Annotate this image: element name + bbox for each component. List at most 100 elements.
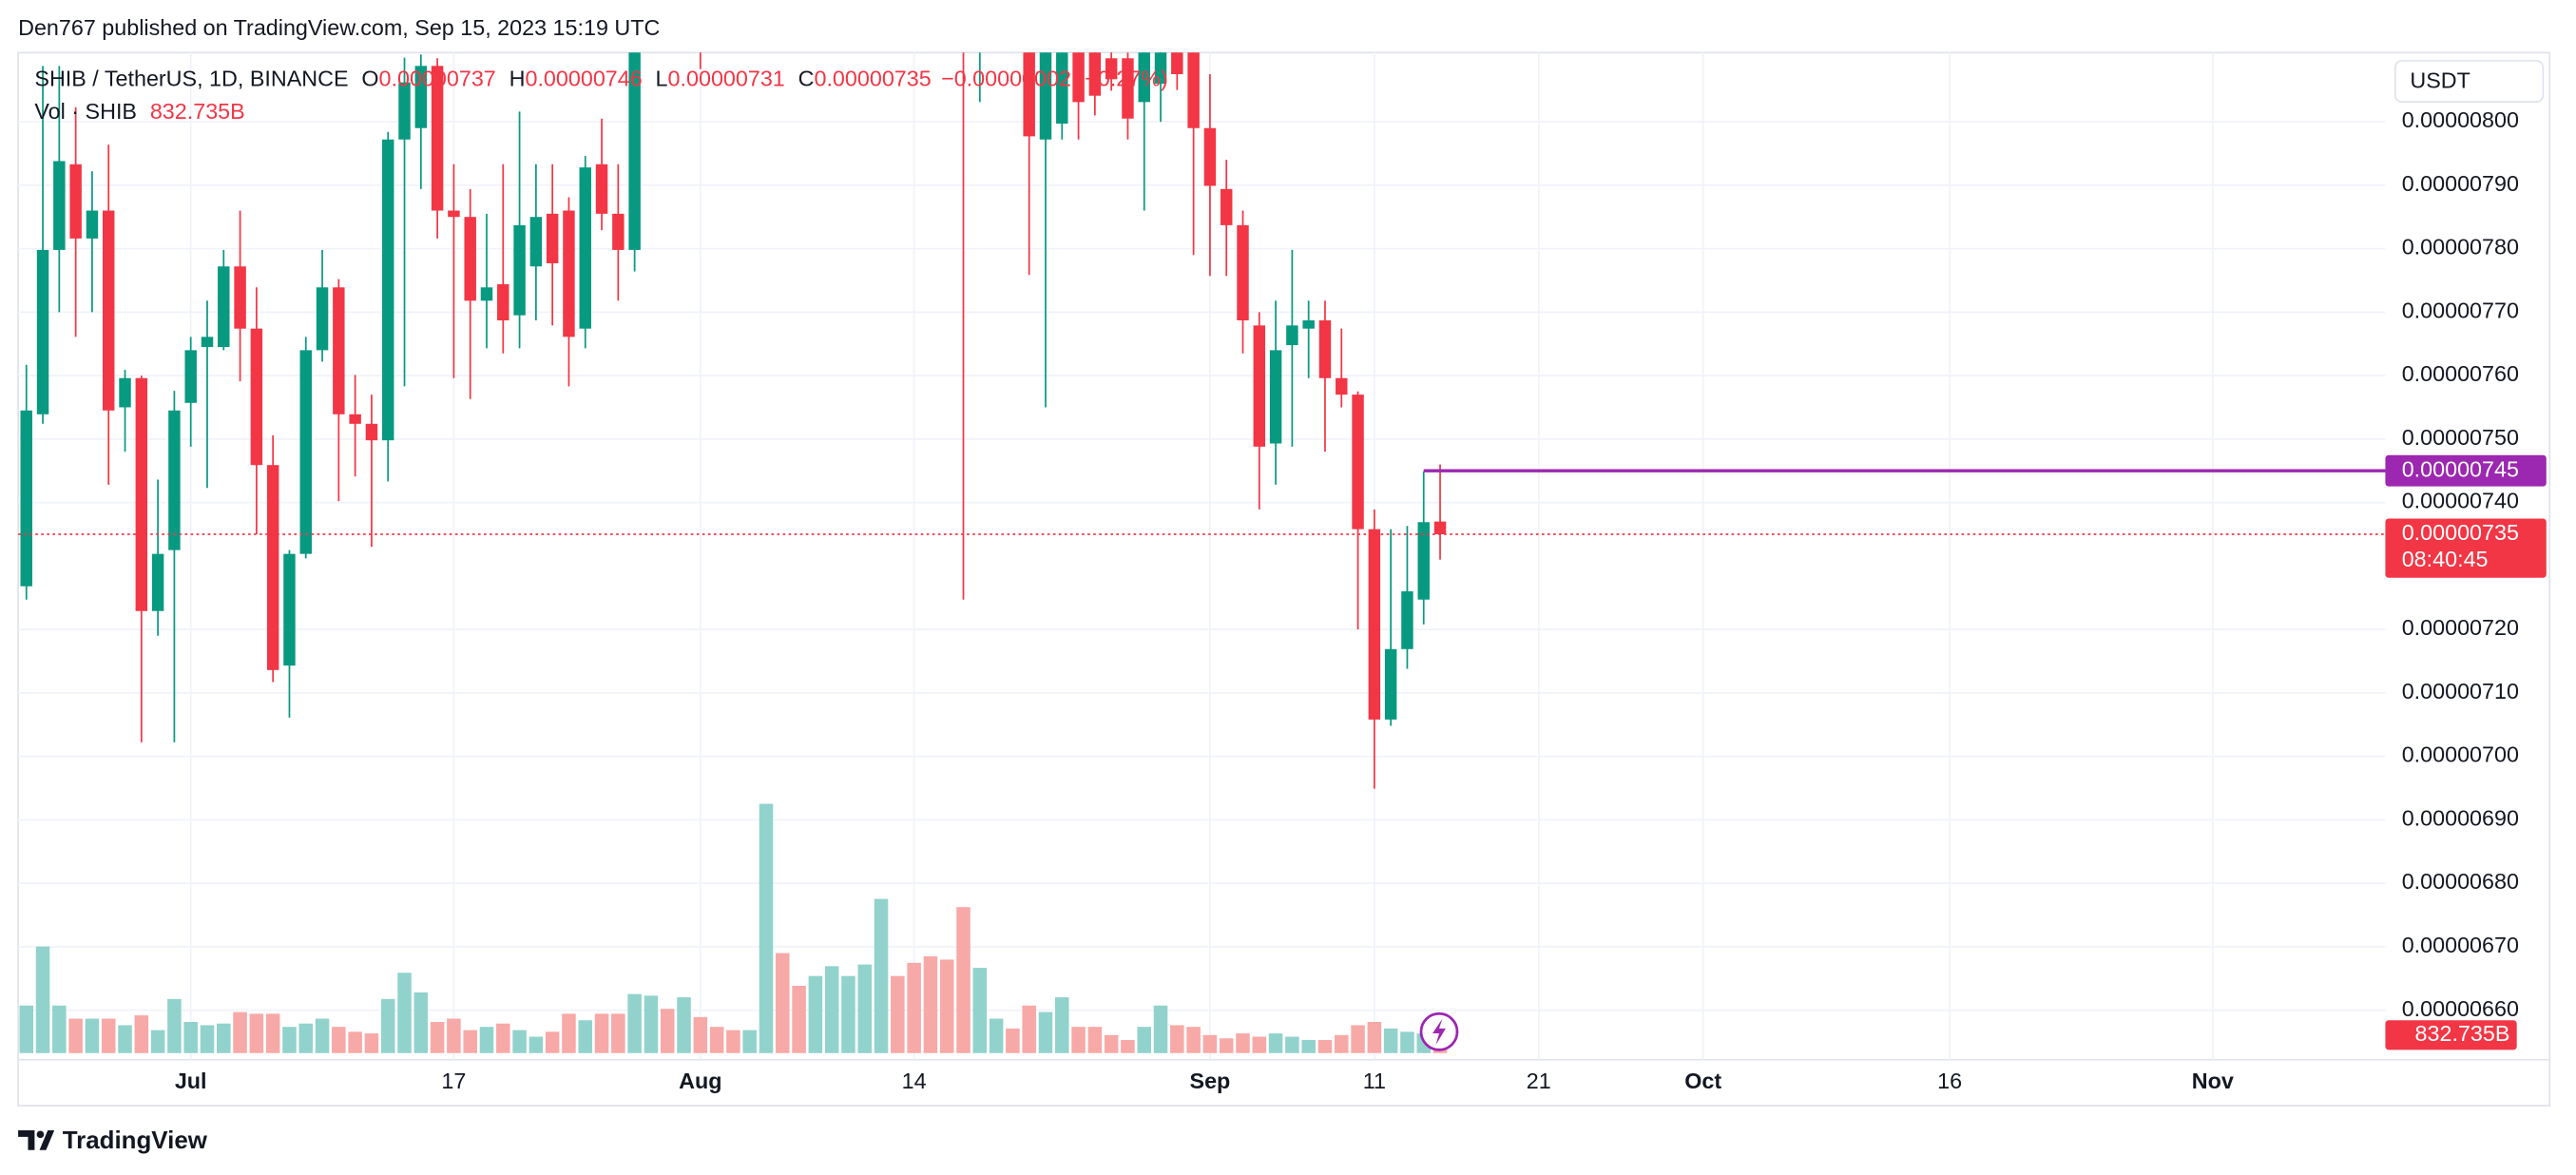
volume-bar [298,1023,314,1053]
y-tick-label: 0.00000780 [2402,235,2519,260]
volume-bar [1252,1036,1267,1053]
candle-body [86,210,99,239]
volume-bar [677,997,691,1053]
volume-bar [874,898,889,1053]
x-tick-label: 11 [1363,1069,1386,1093]
overlay: 0.00000660 0.00000670 0.00000680 0.00000690… [18,67,2547,1093]
candle-body [464,217,476,301]
y-tick-label: 0.00000700 [2402,742,2519,767]
candle-body [1384,648,1397,720]
candle-body [1401,591,1413,649]
volume-bar [857,964,873,1053]
volume-bar [1006,1028,1020,1053]
volume-bar [529,1036,544,1053]
candle-body [612,213,625,250]
volume-bar [841,975,855,1053]
volume-bar [380,998,395,1053]
volume-bar [972,968,988,1053]
volume-bar [1104,1034,1119,1053]
y-tick-label: 0.00000690 [2402,806,2519,831]
volume-tag [2385,1020,2517,1050]
volume-bar [660,1009,675,1053]
volume-bar [1285,1036,1299,1053]
candle-body [168,410,181,550]
volume-bar [1055,997,1069,1053]
volume-bar [1317,1039,1333,1053]
candle-body [1433,521,1447,534]
brand-name: TradingView [63,1127,208,1154]
candle-body [218,266,230,348]
last-price-label: 0.00000735 [2402,520,2519,545]
candle-body [628,52,641,250]
candle-body [69,164,82,239]
volume-bar [1400,1031,1414,1053]
legend-change: −0.00000002 (−0.27%) [941,67,1168,91]
currency-button[interactable] [2393,60,2545,104]
volume-bar [364,1033,379,1053]
volume-bar [19,1005,34,1053]
volume-bar [447,1018,461,1053]
candle-body [36,249,49,414]
candle-body [283,553,296,666]
candle-body [316,287,329,351]
volume-bar [265,1013,280,1053]
chart-frame [17,51,2551,1107]
grid [18,52,2386,1060]
x-tick-label: Nov [2192,1069,2234,1093]
candle-body [431,66,444,211]
volume-bar [891,975,905,1053]
x-tick-label: 17 [441,1069,466,1093]
candle-body [579,167,591,329]
candle-body [1352,395,1364,530]
volume-legend: Vol · SHIB 832.735B [34,99,244,124]
y-tick-label: 0.00000750 [2402,425,2519,450]
candle-body [546,213,559,263]
y-tick-label: 0.00000720 [2402,615,2519,640]
volume-bar [1219,1038,1234,1053]
volume-bar [118,1025,132,1053]
candle-body [1072,52,1085,103]
candle-body [1056,52,1068,125]
candle-body [563,210,575,337]
candle-body [1269,350,1282,444]
y-tick-label: 0.00000760 [2402,361,2519,386]
volume-value: 832.735B [150,99,245,124]
volume-bar [413,992,429,1053]
volume-bar [463,1030,477,1053]
hline-tag [2385,454,2547,487]
legend-line: SHIB / TetherUS, 1D, BINANCE O0.00000737 H… [34,67,1167,91]
candle-body [513,224,526,316]
volume-bar [627,993,642,1053]
volume-bar [989,1018,1004,1053]
candle-body [1105,58,1118,80]
volume-bar [134,1015,149,1053]
candle-body [266,465,279,670]
y-tick-label: 0.00000790 [2402,171,2519,196]
currency-label[interactable]: USDT [2410,68,2470,93]
candle-body [1286,325,1298,346]
candle-body [1368,529,1381,720]
legend-key: H [509,67,526,91]
legend-key: L [656,67,668,91]
volume-bar [1153,1005,1168,1053]
volume-bar [578,1020,593,1053]
candle-body [1203,127,1217,186]
last-price-tag [2385,518,2547,578]
legend-value: 0.00000731 [668,67,785,91]
x-tick-label: 16 [1937,1069,1962,1093]
volume-bar [397,973,412,1053]
candle-body [398,82,411,140]
volume-bar [792,986,806,1053]
candle-body [1187,52,1200,128]
volume-bar [1071,1027,1086,1053]
volume-bar [200,1025,215,1053]
candle-body [349,414,361,424]
candle-body [480,287,493,301]
alert-bolt[interactable] [1432,1018,1446,1046]
candle-body [1088,52,1102,96]
y-tick-label: 0.00000800 [2402,107,2519,132]
volume-bar [923,955,938,1053]
volume-bar [776,953,790,1053]
alert-icon[interactable] [1419,1011,1459,1051]
